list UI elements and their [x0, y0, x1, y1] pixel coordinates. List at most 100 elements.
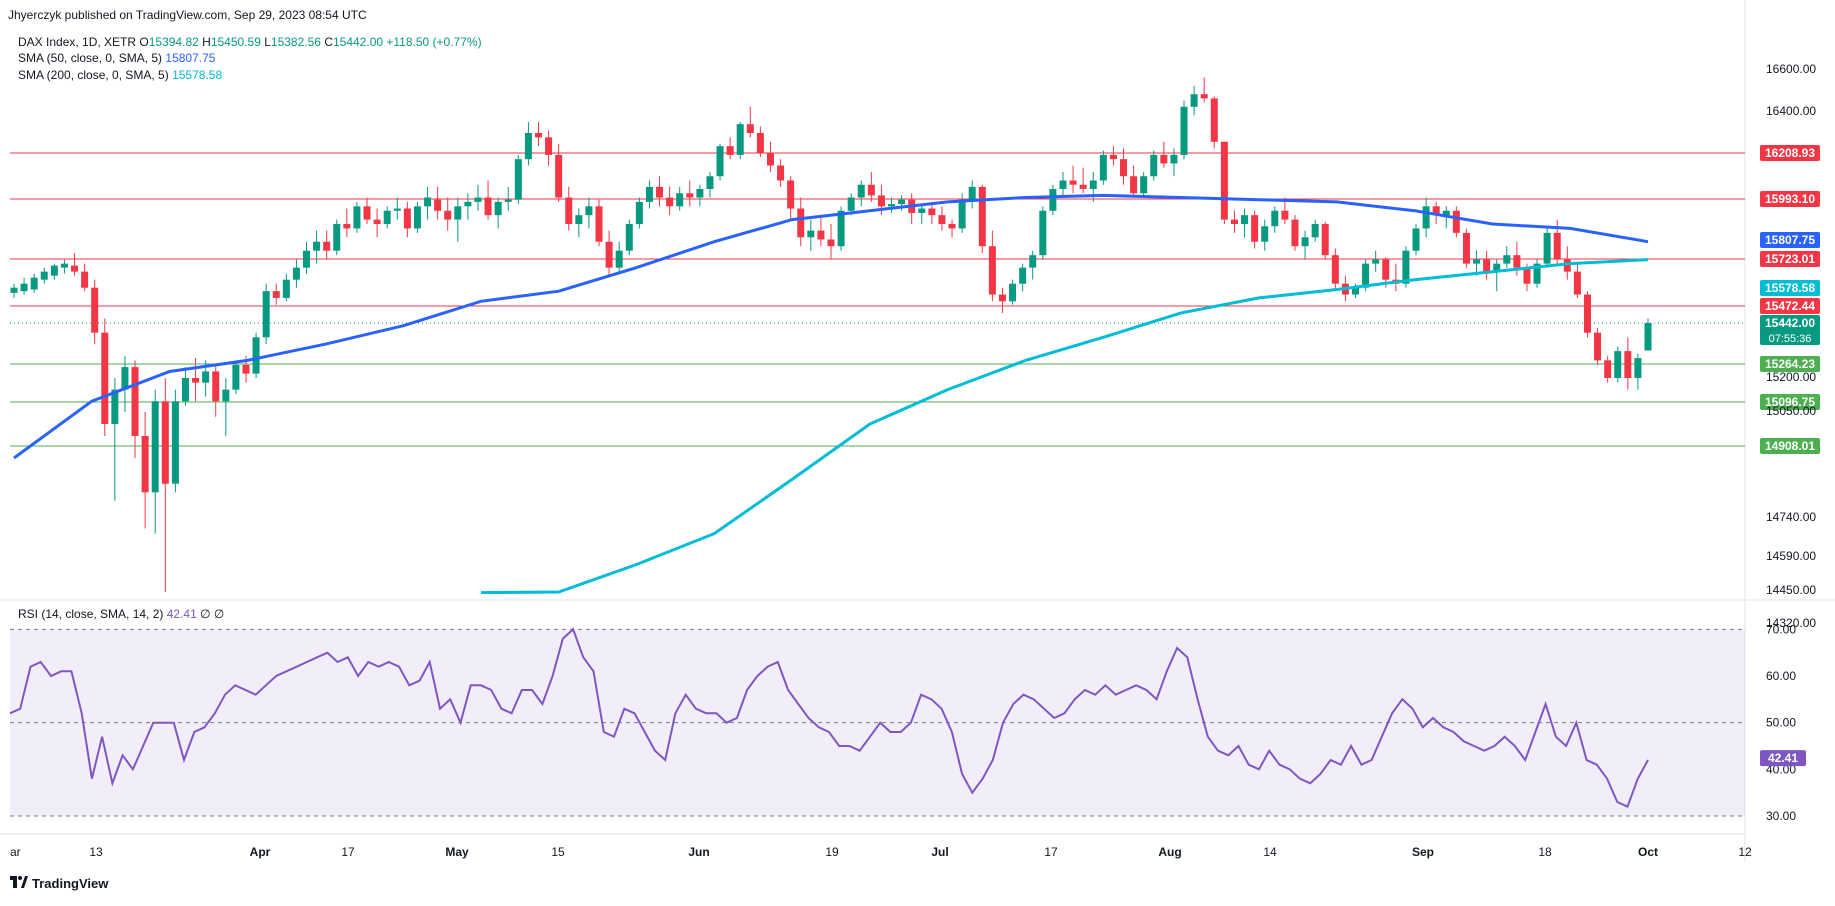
price-tick-5: 14590.00 — [1766, 549, 1816, 563]
candle-body-94 — [958, 199, 966, 229]
level-badge-0 — [1760, 145, 1820, 161]
candle-body-11 — [121, 367, 129, 390]
candle-body-160 — [1624, 351, 1632, 378]
candle-body-4 — [50, 265, 58, 276]
candle-body-48 — [494, 201, 502, 216]
candle-body-59 — [605, 241, 613, 268]
candle-body-15 — [161, 401, 169, 484]
candle-body-34 — [353, 206, 361, 229]
candle-body-51 — [524, 132, 532, 160]
candle-body-140 — [1422, 206, 1430, 229]
time-tick-13: 18 — [1538, 845, 1552, 859]
candle-body-53 — [545, 137, 553, 155]
candle-body-46 — [474, 197, 482, 202]
candle-body-67 — [686, 193, 694, 198]
tradingview-logo-icon — [10, 876, 28, 891]
sma50-line — [13, 193, 1649, 460]
candle-body-98 — [998, 294, 1006, 302]
candle-body-17 — [181, 378, 189, 402]
candle-body-26 — [272, 291, 280, 298]
price-badge-text-2: 15442.00 — [1765, 316, 1815, 330]
candle-body-78 — [797, 208, 805, 238]
candle-body-105 — [1069, 180, 1077, 185]
candle-body-107 — [1089, 180, 1097, 190]
candle-body-118 — [1200, 94, 1208, 99]
candle-body-32 — [333, 224, 341, 251]
candle-body-114 — [1160, 154, 1168, 164]
rsi-tick-4: 30.00 — [1766, 809, 1796, 823]
candle-body-128 — [1301, 237, 1309, 247]
time-tick-9: 17 — [1044, 845, 1058, 859]
candle-body-110 — [1120, 159, 1128, 177]
candle-body-143 — [1452, 210, 1460, 233]
candle-body-151 — [1533, 263, 1541, 284]
time-tick-0: ar — [10, 845, 21, 859]
candle-body-135 — [1372, 259, 1380, 264]
rsi-current-text: 42.41 — [1768, 751, 1798, 765]
tradingview-logo[interactable]: TradingView — [10, 876, 108, 891]
level-badge-text-0: 16208.93 — [1765, 146, 1815, 160]
candle-body-62 — [635, 201, 643, 225]
candle-body-133 — [1351, 287, 1359, 295]
candle-body-146 — [1483, 259, 1491, 272]
time-tick-4: May — [445, 845, 469, 859]
candle-body-152 — [1543, 232, 1551, 264]
candle-body-0 — [10, 287, 18, 293]
candle-body-44 — [454, 206, 462, 220]
level-badge-3 — [1760, 298, 1820, 314]
candle-body-41 — [424, 197, 432, 207]
candle-body-68 — [696, 189, 704, 198]
ohlc-c-label: C — [324, 35, 333, 49]
price-badge-text-1: 15578.58 — [1765, 281, 1815, 295]
level-badge-1 — [1760, 191, 1820, 207]
candle-body-73 — [746, 124, 754, 133]
candle-body-70 — [716, 146, 724, 177]
candle-body-104 — [1059, 180, 1067, 190]
candle-body-95 — [968, 186, 976, 200]
candle-body-72 — [736, 124, 744, 155]
rsi-extra: ∅ ∅ — [200, 607, 225, 621]
candle-body-63 — [645, 186, 653, 202]
candle-body-33 — [343, 224, 351, 229]
candle-body-153 — [1553, 232, 1561, 260]
ohlc-change: +118.50 (+0.77%) — [386, 35, 482, 49]
candle-body-103 — [1049, 189, 1057, 211]
price-tick-0: 16600.00 — [1766, 62, 1816, 76]
candle-body-138 — [1402, 250, 1410, 284]
rsi-layer — [9, 627, 1745, 817]
time-tick-2: Apr — [250, 845, 271, 859]
price-badge-0 — [1760, 232, 1820, 248]
candle-body-106 — [1079, 184, 1087, 190]
grid-layer — [0, 0, 1835, 862]
candle-body-127 — [1291, 219, 1299, 247]
candle-body-101 — [1029, 255, 1037, 268]
candle-body-47 — [484, 197, 492, 216]
candle-body-76 — [777, 165, 785, 181]
candle-body-87 — [888, 204, 896, 207]
candle-body-90 — [918, 208, 926, 213]
candle-body-77 — [787, 180, 795, 209]
candle-body-126 — [1281, 210, 1289, 220]
candle-body-100 — [1019, 267, 1027, 284]
candle-body-6 — [71, 265, 79, 272]
candle-body-84 — [857, 184, 865, 198]
candle-body-55 — [565, 197, 573, 225]
level-badge-2 — [1760, 251, 1820, 267]
rsi-current-badge — [1760, 750, 1806, 767]
candle-body-122 — [1241, 215, 1249, 225]
candle-body-50 — [514, 159, 522, 200]
candle-body-130 — [1321, 224, 1329, 256]
candle-body-29 — [303, 250, 311, 268]
time-tick-14: Oct — [1638, 845, 1658, 859]
candle-body-93 — [948, 224, 956, 229]
candle-body-116 — [1180, 106, 1188, 155]
candle-body-49 — [504, 199, 512, 202]
price-badge-2 — [1760, 315, 1820, 345]
candle-body-3 — [40, 271, 48, 280]
ohlc-c: 15442.00 — [332, 35, 384, 49]
candle-body-80 — [817, 230, 825, 240]
candle-body-142 — [1442, 210, 1450, 216]
levels-layer — [10, 152, 1745, 447]
candle-body-83 — [847, 197, 855, 211]
candle-body-86 — [877, 195, 885, 207]
